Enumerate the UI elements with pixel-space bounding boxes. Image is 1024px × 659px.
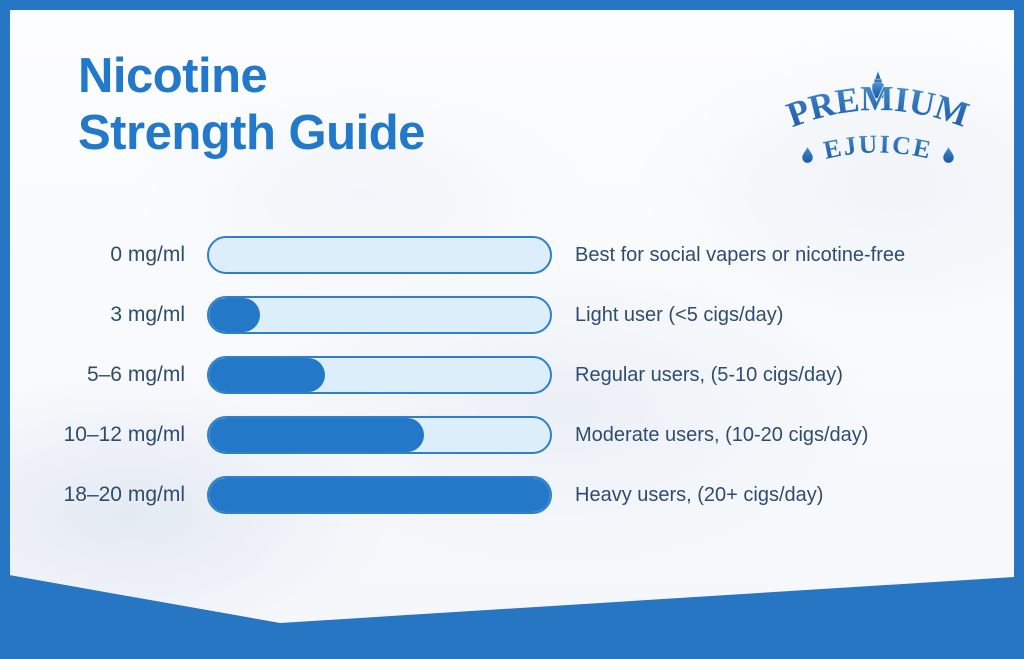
strength-bar	[207, 236, 552, 274]
brand-logo: PREMIUM EJUICE	[781, 69, 974, 165]
logo-drop-left-icon	[801, 146, 814, 164]
bar-fill	[209, 298, 261, 332]
strength-bar	[207, 416, 552, 454]
logo-bottle-icon	[871, 69, 885, 99]
strength-bar	[207, 356, 552, 394]
strength-label: 0 mg/ml	[110, 243, 185, 266]
logo-premium-text: PREMIUM	[782, 79, 974, 135]
logo-ejuice-text: EJUICE	[821, 129, 935, 164]
strength-label: 5–6 mg/ml	[86, 363, 185, 386]
strength-description: Best for social vapers or nicotine-free	[575, 243, 906, 266]
strength-bar	[207, 476, 552, 514]
bar-fill	[209, 358, 325, 392]
page-title: Nicotine Strength Guide	[78, 48, 425, 162]
strength-row: 0 mg/ml Best for social vapers or nicoti…	[40, 236, 990, 274]
title-line-1: Nicotine	[78, 49, 268, 103]
strength-bar	[207, 296, 552, 334]
strength-row: 10–12 mg/ml Moderate users, (10-20 cigs/…	[40, 416, 990, 454]
strength-label: 18–20 mg/ml	[63, 483, 185, 506]
bar-fill	[209, 478, 550, 512]
strength-row: 3 mg/ml Light user (<5 cigs/day)	[40, 296, 990, 334]
strength-label: 10–12 mg/ml	[63, 423, 185, 446]
card: Nicotine Strength Guide PREMIUM EJUICE	[10, 10, 1014, 623]
bar-fill	[209, 418, 424, 452]
strength-description: Light user (<5 cigs/day)	[575, 303, 784, 326]
title-line-2: Strength Guide	[78, 106, 425, 160]
strength-label: 3 mg/ml	[110, 303, 185, 326]
strength-description: Moderate users, (10-20 cigs/day)	[575, 423, 869, 446]
strength-row: 18–20 mg/ml Heavy users, (20+ cigs/day)	[40, 476, 990, 514]
strength-description: Heavy users, (20+ cigs/day)	[575, 483, 824, 506]
strength-row: 5–6 mg/ml Regular users, (5-10 cigs/day)	[40, 356, 990, 394]
strength-rows: 0 mg/ml Best for social vapers or nicoti…	[40, 236, 990, 514]
logo-drop-right-icon	[942, 146, 955, 164]
strength-description: Regular users, (5-10 cigs/day)	[575, 363, 843, 386]
